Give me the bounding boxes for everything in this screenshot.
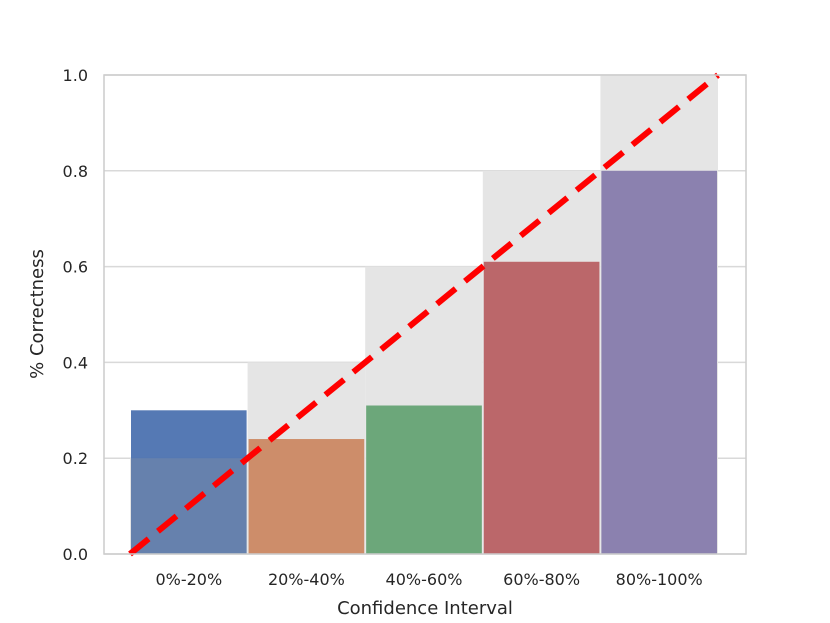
y-tick-label: 0.4 bbox=[63, 353, 88, 372]
overlap-shade bbox=[366, 405, 482, 554]
y-axis-label: % Correctness bbox=[27, 249, 48, 379]
accuracy-bar bbox=[131, 410, 247, 554]
plot-frame bbox=[103, 74, 747, 555]
y-tick-label: 0.0 bbox=[63, 545, 88, 564]
accuracy-bar bbox=[248, 439, 365, 554]
accuracy-bar bbox=[601, 170, 717, 555]
reference-line bbox=[128, 72, 720, 557]
x-tick-labels: 0%-20% 20%-40% 40%-60% 60%-80% 80%-100% bbox=[155, 570, 702, 589]
accuracy-bar bbox=[483, 261, 600, 554]
x-tick-label: 60%-80% bbox=[503, 570, 580, 589]
accuracy-bar bbox=[366, 405, 482, 554]
x-tick-label: 80%-100% bbox=[616, 570, 703, 589]
x-tick-label: 0%-20% bbox=[155, 570, 222, 589]
accuracy-bars bbox=[131, 170, 717, 555]
y-tick-label: 0.6 bbox=[63, 258, 88, 277]
x-tick-label: 40%-60% bbox=[386, 570, 463, 589]
y-tick-labels: 0.0 0.2 0.4 0.6 0.8 1.0 bbox=[63, 66, 88, 564]
overlap-shade bbox=[248, 439, 365, 554]
x-tick-label: 20%-40% bbox=[268, 570, 345, 589]
y-tick-label: 1.0 bbox=[63, 66, 88, 85]
overlap-shade bbox=[601, 170, 717, 555]
overlap-shade bbox=[483, 261, 600, 554]
y-tick-label: 0.8 bbox=[63, 162, 88, 181]
perfect-calibration-line bbox=[128, 72, 720, 557]
y-tick-label: 0.2 bbox=[63, 449, 88, 468]
x-axis-label: Confidence Interval bbox=[337, 598, 513, 619]
